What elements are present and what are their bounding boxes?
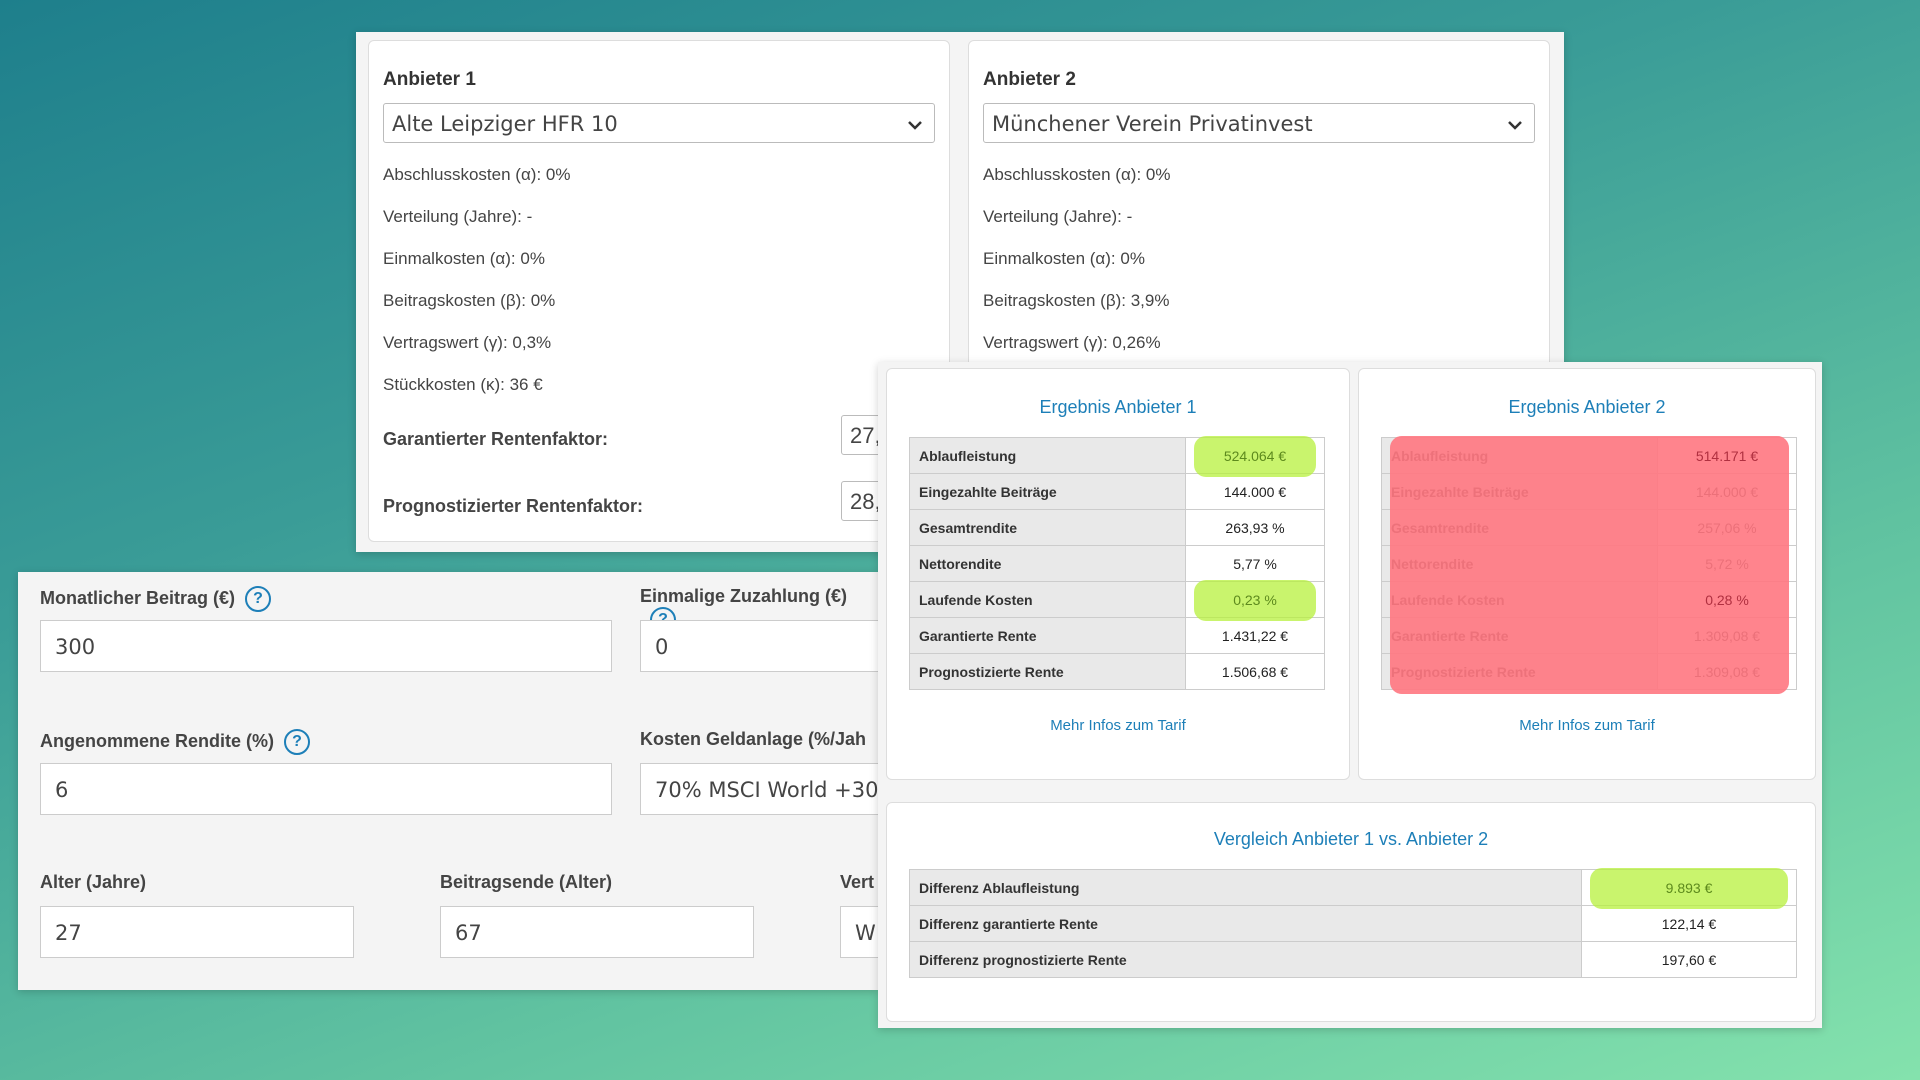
results-panel: Ergebnis Anbieter 1 Ablaufleistung 524.06… <box>878 362 1822 1028</box>
row-value: 514.171 € <box>1695 447 1759 464</box>
row-value-cell: 144.000 € <box>1185 473 1325 510</box>
row-label: Ablaufleistung <box>909 437 1186 474</box>
row-label: Nettorendite <box>909 545 1186 582</box>
onetime-label-text: Einmalige Zuzahlung (€) <box>640 586 848 606</box>
row-value: 9.893 € <box>1665 879 1713 896</box>
result-title: Ergebnis Anbieter 2 <box>1508 397 1666 417</box>
table-row: Nettorendite 5,77 % <box>909 545 1325 582</box>
result-card-2: Ergebnis Anbieter 2 Ablaufleistung514.17… <box>1358 368 1816 780</box>
provider-heading: Anbieter 2 <box>983 69 1076 90</box>
comparison-table: Differenz Ablaufleistung 9.893 € Differenz… <box>909 868 1797 978</box>
monthly-label: Monatlicher Beitrag (€)? <box>40 586 272 612</box>
row-value-cell: 9.893 € <box>1581 868 1797 910</box>
row-label: Eingezahlte Beiträge <box>909 473 1186 510</box>
return-input[interactable]: 6 <box>40 763 612 815</box>
cost-line: Vertragswert (γ): 0,3% <box>383 333 552 352</box>
provider-select[interactable]: Alte Leipziger HFR 10 <box>383 103 935 143</box>
row-value: 0,23 % <box>1233 591 1277 608</box>
prognose-label: Prognostizierter Rentenfaktor: <box>383 496 644 516</box>
row-value: 197,60 € <box>1661 951 1717 968</box>
onetime-input[interactable]: 0 <box>640 620 878 672</box>
row-value-cell: 0,23 % <box>1185 580 1325 622</box>
row-value-cell: 263,93 % <box>1185 509 1325 546</box>
cost-line: Verteilung (Jahre): - <box>383 207 533 226</box>
cost-line: Verteilung (Jahre): - <box>983 207 1133 226</box>
row-value: 1.506,68 € <box>1221 663 1289 680</box>
row-label: Gesamtrendite <box>909 509 1186 546</box>
row-label: Differenz garantierte Rente <box>909 905 1582 942</box>
cost-line: Vertragswert (γ): 0,26% <box>983 333 1161 352</box>
vert-input[interactable]: W <box>840 906 878 958</box>
result-card-1: Ergebnis Anbieter 1 Ablaufleistung 524.06… <box>886 368 1350 780</box>
row-label: Differenz prognostizierte Rente <box>909 941 1582 978</box>
costs-label: Kosten Geldanlage (%/Jah <box>640 729 867 749</box>
row-value: 0,28 % <box>1705 591 1749 608</box>
row-value-cell: 1.431,22 € <box>1185 617 1325 654</box>
row-value: 5,77 % <box>1233 555 1277 572</box>
more-info-link[interactable]: Mehr Infos zum Tarif <box>1050 717 1186 734</box>
provider-select[interactable]: Münchener Verein Privatinvest <box>983 103 1535 143</box>
help-icon[interactable]: ? <box>245 586 272 612</box>
input-form-panel: Monatlicher Beitrag (€)? 300 Einmalige Z… <box>18 572 878 990</box>
table-row: Prognostizierte Rente 1.506,68 € <box>909 653 1325 690</box>
garantiert-label: Garantierter Rentenfaktor: <box>383 429 609 449</box>
cost-line: Beitragskosten (β): 0% <box>383 291 556 310</box>
cost-line: Stückkosten (κ): 36 € <box>383 375 543 394</box>
row-label: Laufende Kosten <box>909 581 1186 618</box>
return-label-text: Angenommene Rendite (%) <box>40 730 275 751</box>
table-row: Gesamtrendite 263,93 % <box>909 509 1325 546</box>
monthly-label-text: Monatlicher Beitrag (€) <box>40 587 236 608</box>
row-value: 122,14 € <box>1661 915 1717 932</box>
provider-heading: Anbieter 1 <box>383 69 476 90</box>
table-row: Differenz Ablaufleistung 9.893 € <box>909 868 1797 910</box>
result-table: Ablaufleistung 524.064 € Eingezahlte Beitr… <box>909 436 1325 690</box>
row-value-cell: 122,14 € <box>1581 905 1797 942</box>
row-value: 1.431,22 € <box>1221 627 1289 644</box>
provider-select-value: Alte Leipziger HFR 10 <box>392 112 618 136</box>
provider-select-value: Münchener Verein Privatinvest <box>992 112 1313 136</box>
costs-select[interactable]: 70% MSCI World +30 <box>640 763 878 815</box>
end-input[interactable]: 67 <box>440 906 754 958</box>
provider-card-1: Anbieter 1 Alte Leipziger HFR 10 Abschlu… <box>368 40 961 542</box>
table-row: Differenz prognostizierte Rente 197,60 € <box>909 941 1797 978</box>
chevron-down-icon <box>908 121 922 130</box>
age-label: Alter (Jahre) <box>40 872 147 892</box>
row-value-cell: 0,28 % <box>1657 581 1797 618</box>
age-input[interactable]: 27 <box>40 906 354 958</box>
row-value: 524.064 € <box>1223 447 1287 464</box>
more-info-link[interactable]: Mehr Infos zum Tarif <box>1519 717 1655 734</box>
cost-line: Abschlusskosten (α): 0% <box>983 165 1171 184</box>
row-value: 144.000 € <box>1223 483 1287 500</box>
vert-label: Vert <box>840 872 875 892</box>
row-value-cell: 197,60 € <box>1581 941 1797 978</box>
comparison-card: Vergleich Anbieter 1 vs. Anbieter 2 Diff… <box>886 802 1816 1022</box>
row-label: Garantierte Rente <box>909 617 1186 654</box>
cost-line: Einmalkosten (α): 0% <box>383 249 545 268</box>
row-value-cell: 524.064 € <box>1185 436 1325 478</box>
result-title: Ergebnis Anbieter 1 <box>1039 397 1197 417</box>
row-label: Prognostizierte Rente <box>909 653 1186 690</box>
cost-line: Beitragskosten (β): 3,9% <box>983 291 1170 310</box>
comparison-title: Vergleich Anbieter 1 vs. Anbieter 2 <box>1213 829 1489 849</box>
end-label: Beitragsende (Alter) <box>440 872 613 892</box>
chevron-down-icon <box>1508 121 1522 130</box>
provider-panel: Anbieter 1 Alte Leipziger HFR 10 Abschlu… <box>356 32 1564 552</box>
help-icon[interactable]: ? <box>284 729 311 755</box>
table-row: Laufende Kosten 0,23 % <box>909 580 1325 622</box>
cost-line: Einmalkosten (α): 0% <box>983 249 1145 268</box>
result-table: Ablaufleistung514.171 €Eingezahlte Beitr… <box>1381 437 1797 690</box>
table-row: Ablaufleistung 524.064 € <box>909 436 1325 478</box>
row-label: Differenz Ablaufleistung <box>909 869 1582 906</box>
row-value-cell: 5,77 % <box>1185 545 1325 582</box>
table-row: Eingezahlte Beiträge 144.000 € <box>909 473 1325 510</box>
row-value-cell: 1.506,68 € <box>1185 653 1325 690</box>
return-label: Angenommene Rendite (%)? <box>40 729 311 755</box>
table-row: Differenz garantierte Rente 122,14 € <box>909 905 1797 942</box>
row-value: 263,93 % <box>1225 519 1285 536</box>
table-row: Garantierte Rente 1.431,22 € <box>909 617 1325 654</box>
monthly-input[interactable]: 300 <box>40 620 612 672</box>
cost-line: Abschlusskosten (α): 0% <box>383 165 571 184</box>
